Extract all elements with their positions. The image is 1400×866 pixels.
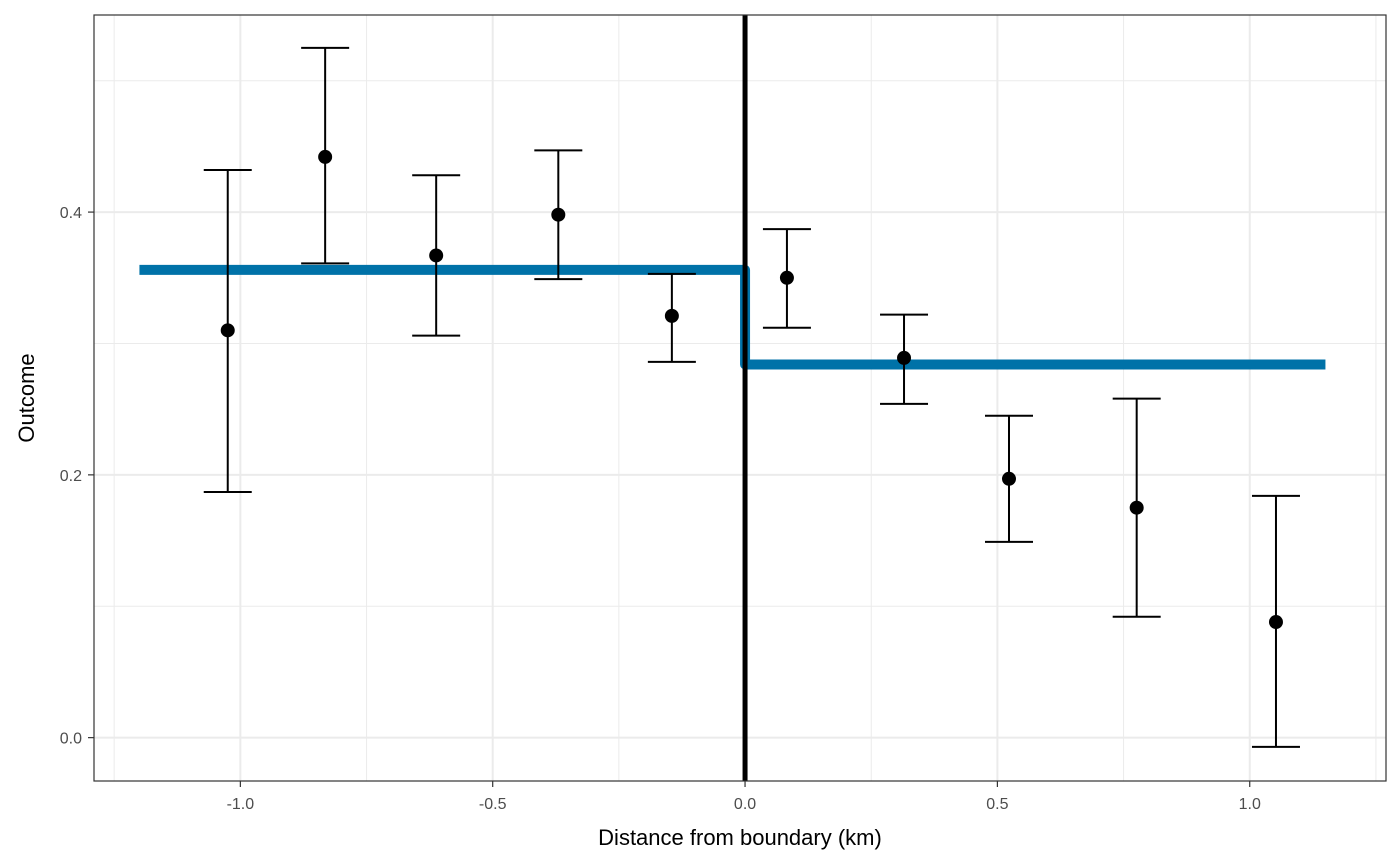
grid-minor	[94, 15, 1386, 781]
data-points	[220, 149, 1283, 630]
y-tick-label: 0.4	[60, 205, 82, 222]
y-axis-title: Outcome	[14, 353, 39, 442]
y-tick-label: 0.0	[60, 731, 82, 748]
x-tick-label: 0.0	[734, 796, 756, 813]
data-point	[1001, 471, 1016, 486]
data-point	[664, 308, 679, 323]
data-point	[318, 149, 333, 164]
data-point	[429, 248, 444, 263]
data-point	[779, 270, 794, 285]
data-point	[220, 323, 235, 338]
fit-line	[139, 264, 1326, 370]
panel-border	[93, 14, 1387, 782]
error-bars	[203, 46, 1300, 748]
x-tick-label: 1.0	[1239, 796, 1261, 813]
x-axis-title: Distance from boundary (km)	[598, 825, 882, 850]
x-tick-label: -1.0	[227, 796, 255, 813]
fit-lines	[139, 264, 1326, 370]
x-axis: -1.0 -0.5 0.0 0.5 1.0	[227, 781, 1261, 813]
y-tick-label: 0.2	[60, 468, 82, 485]
x-tick-label: -0.5	[479, 796, 507, 813]
grid-major	[94, 15, 1386, 781]
y-axis: 0.0 0.2 0.4	[60, 205, 94, 748]
data-point	[897, 350, 912, 365]
data-point	[1129, 500, 1144, 515]
x-tick-label: 0.5	[986, 796, 1008, 813]
data-point	[551, 207, 566, 222]
data-point	[1268, 615, 1283, 630]
